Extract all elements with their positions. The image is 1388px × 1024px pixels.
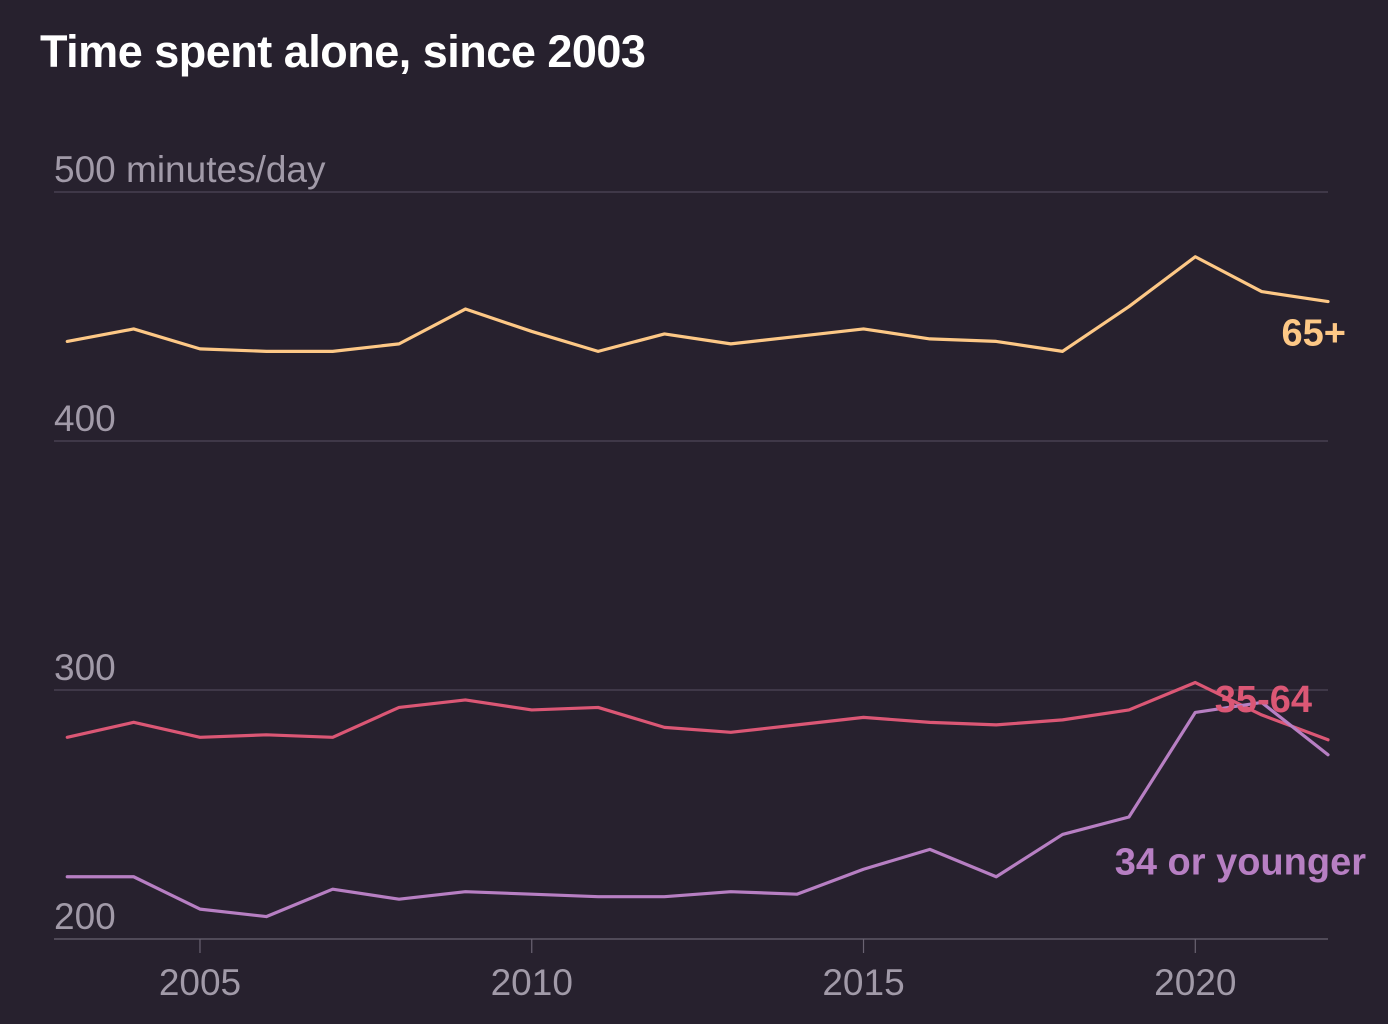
x-axis: 2005 2010 2015 2020 [159, 939, 1236, 1003]
x-tick-label-2020: 2020 [1154, 962, 1236, 1003]
y-tick-label-200: 200 [54, 896, 116, 937]
x-tick-label-2010: 2010 [491, 962, 573, 1003]
series-labels: 65+ 35-64 34 or younger [1115, 313, 1366, 884]
series-label-65: 65+ [1282, 313, 1346, 355]
series-line-65 [65, 255, 1330, 353]
series-lines [65, 255, 1330, 919]
chart-title: Time spent alone, since 2003 [40, 26, 646, 77]
y-tick-label-400: 400 [54, 398, 116, 439]
y-tick-label-500: 500 minutes/day [54, 149, 326, 190]
series-label-34-or-younger: 34 or younger [1115, 842, 1366, 884]
y-tick-label-300: 300 [54, 647, 116, 688]
gridlines [54, 191, 1328, 940]
y-axis: 200 300 400 500 minutes/day [54, 149, 326, 937]
series-label-35-64: 35-64 [1215, 679, 1312, 721]
x-tick-label-2005: 2005 [159, 962, 241, 1003]
x-tick-label-2015: 2015 [822, 962, 904, 1003]
series-line-34-or-younger [65, 700, 1330, 919]
series-line-35-64 [65, 680, 1330, 742]
